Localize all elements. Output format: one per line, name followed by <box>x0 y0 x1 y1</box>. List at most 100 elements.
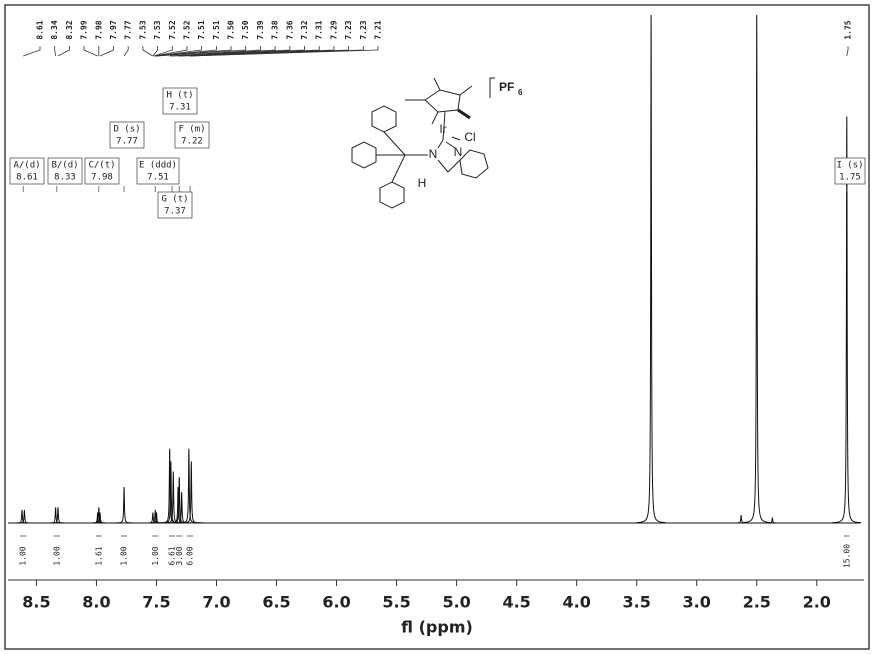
peak-label: 7.36 <box>285 20 294 39</box>
counterion: PF <box>499 80 514 94</box>
multiplet-shift: 7.98 <box>91 173 113 183</box>
peak-label: 7.99 <box>80 20 89 39</box>
x-tick-label: 3.5 <box>623 593 651 612</box>
peak-label-leader <box>100 46 113 56</box>
peak-label: 7.53 <box>153 20 162 39</box>
bond <box>392 155 405 182</box>
multiplet-shift: 8.33 <box>54 173 76 183</box>
x-axis-title: fl (ppm) <box>401 618 473 637</box>
peak-label: 7.38 <box>271 20 280 39</box>
peak-label: 7.52 <box>182 20 191 39</box>
peak-label: 8.34 <box>50 20 59 39</box>
spectrum <box>8 15 862 523</box>
integral-label: 6.00 <box>186 546 195 565</box>
atom-label: N <box>429 147 438 161</box>
multiplet-name: C/(t) <box>88 161 115 171</box>
phenyl <box>380 182 404 208</box>
x-tick-label: 4.5 <box>502 593 530 612</box>
bond <box>460 86 472 95</box>
peak-label: 7.50 <box>241 20 250 39</box>
bond <box>434 78 440 90</box>
phenyl <box>372 106 396 132</box>
x-tick-label: 8.0 <box>82 593 110 612</box>
peak-label: 7.51 <box>197 20 206 39</box>
peak-label: 7.52 <box>168 20 177 39</box>
peak <box>637 15 666 523</box>
integral-label: 1.00 <box>19 546 28 565</box>
integral-label: 15.00 <box>842 544 851 568</box>
bracket <box>490 78 495 98</box>
x-tick-label: 7.0 <box>202 593 230 612</box>
x-tick-label: 4.0 <box>562 593 590 612</box>
multiplet-shift: 1.75 <box>839 173 861 183</box>
peak-label-leader <box>153 46 158 56</box>
peak-label-leader <box>55 46 56 56</box>
phenyl <box>352 142 376 168</box>
multiplet-name: D (s) <box>113 125 140 135</box>
x-tick-label: 2.5 <box>743 593 771 612</box>
peak <box>44 508 73 523</box>
peak-label-leader <box>23 46 40 56</box>
bond <box>438 160 448 172</box>
atom-label: Ir <box>439 122 446 136</box>
peak-label: 1.75 <box>844 20 853 39</box>
peak-label-leader <box>124 46 128 56</box>
x-tick-label: 5.5 <box>382 593 410 612</box>
peak <box>10 510 39 523</box>
multiplet-shift: 7.51 <box>147 173 169 183</box>
bond <box>438 140 443 148</box>
peak-label: 7.97 <box>109 20 118 39</box>
peak-label-leader <box>58 46 69 56</box>
chart: fl (ppm) Ir Cl N N H PF 6 8.58.07.57.06.… <box>0 0 875 654</box>
peak-label: 7.31 <box>315 20 324 39</box>
multiplet-name: I (s) <box>836 161 863 171</box>
peak <box>742 15 771 523</box>
multiplet-shift: 7.31 <box>169 103 191 113</box>
atom-label: N <box>454 145 463 159</box>
peak <box>8 510 37 523</box>
atom-label: Cl <box>464 130 475 144</box>
bond <box>432 112 438 124</box>
integral-label: 1.00 <box>151 546 160 565</box>
integral-label: 1.61 <box>94 546 103 565</box>
peak-label: 8.32 <box>65 20 74 39</box>
peak-label: 7.50 <box>227 20 236 39</box>
multiplet-name: H (t) <box>166 91 193 101</box>
peak-label: 7.23 <box>344 20 353 39</box>
multiplet-name: B/(d) <box>51 161 78 171</box>
multiplet-name: E (ddd) <box>139 161 177 171</box>
peak <box>110 487 139 523</box>
x-tick-label: 5.0 <box>442 593 470 612</box>
multiplet-name: A/(d) <box>13 161 40 171</box>
peak-label: 7.39 <box>256 20 265 39</box>
x-tick-label: 8.5 <box>22 593 50 612</box>
x-tick-label: 6.0 <box>322 593 350 612</box>
x-tick-label: 2.0 <box>803 593 831 612</box>
bond <box>458 110 470 118</box>
integral-label: 3.00 <box>175 546 184 565</box>
peak-label: 7.23 <box>359 20 368 39</box>
x-tick-label: 7.5 <box>142 593 170 612</box>
peak-label: 7.77 <box>124 20 133 39</box>
bond <box>384 132 405 155</box>
peak <box>138 513 167 523</box>
integral-label: 1.00 <box>120 546 129 565</box>
peak <box>159 472 188 523</box>
peak-label: 7.29 <box>329 20 338 39</box>
peak-label: 8.61 <box>36 20 45 39</box>
multiplet-shift: 8.61 <box>16 173 38 183</box>
bond <box>448 160 460 172</box>
peak <box>41 508 70 523</box>
peak-label: 7.21 <box>374 20 383 39</box>
pyridine <box>460 150 488 178</box>
peak-label-leader <box>143 46 153 56</box>
peak-label-leader <box>84 46 98 56</box>
multiplet-shift: 7.22 <box>181 137 203 147</box>
peak-label: 7.32 <box>300 20 309 39</box>
cp-ring <box>425 90 460 112</box>
counterion-subscript: 6 <box>518 88 523 97</box>
integral-label: 1.00 <box>52 546 61 565</box>
peak-label-leader <box>847 46 848 56</box>
peak <box>727 515 756 523</box>
frame <box>5 5 869 649</box>
